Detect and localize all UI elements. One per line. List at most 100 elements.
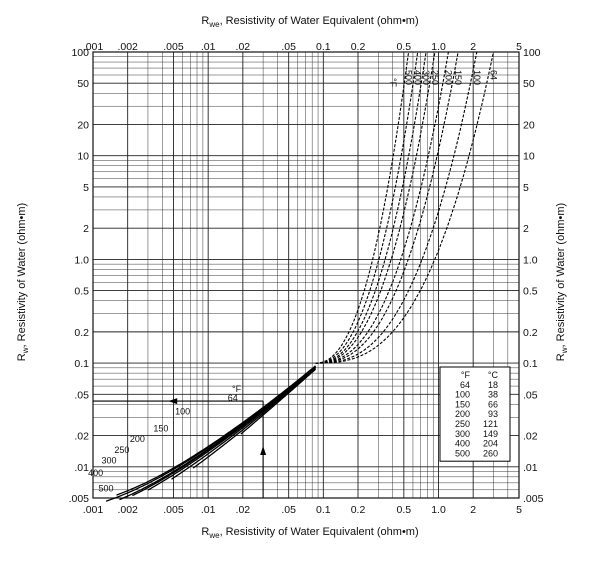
series-400-top-label: 400 xyxy=(413,70,423,85)
table-cell-c: 66 xyxy=(488,399,498,409)
table-cell-c: 121 xyxy=(483,419,498,429)
series-150-top-label: 150 xyxy=(453,70,463,85)
table-cell-c: 204 xyxy=(483,439,498,449)
y-tick-label-left: .02 xyxy=(74,431,89,443)
top-axis-label: Rwe, Resistivity of Water Equivalent (oh… xyxy=(201,15,418,29)
series-64-upper xyxy=(315,51,495,364)
table-cell-c: 260 xyxy=(483,448,498,458)
x-tick-label-top: .001 xyxy=(83,41,104,53)
tick-labels: .001 .001 .002 .002 .005 .005 .01 .01 .02 .02 .05.… xyxy=(69,41,544,516)
y-tick-label-right: 20 xyxy=(523,119,535,131)
x-tick-label-bottom: 2 xyxy=(470,504,476,516)
x-tick-label-bottom: .005 xyxy=(163,504,184,516)
y-tick-label-left: 100 xyxy=(71,47,89,59)
series-300-label: 300 xyxy=(102,455,117,465)
series-250-upper xyxy=(315,51,436,364)
x-tick-label-top: 0.5 xyxy=(397,41,412,53)
series-200-top-label: 200 xyxy=(443,70,453,85)
x-tick-label-bottom: 0.5 xyxy=(397,504,412,516)
x-tick-label-bottom: 0.1 xyxy=(316,504,331,516)
series-100-upper xyxy=(315,51,478,364)
series-100-line xyxy=(192,368,316,469)
y-tick-label-left: 0.2 xyxy=(74,327,89,339)
temperature-curves xyxy=(105,51,495,502)
table-cell-c: 18 xyxy=(488,380,498,390)
table-cell-c: 149 xyxy=(483,429,498,439)
table-header-c: °C xyxy=(488,370,499,380)
series-500-label: 500 xyxy=(98,483,113,493)
series-250-top-label: 250 xyxy=(430,70,440,85)
table-cell-f: 500 xyxy=(455,448,470,458)
temperature-table-box xyxy=(439,366,511,462)
series-100-top-label: 100 xyxy=(472,70,482,85)
y-tick-label-left: 1.0 xyxy=(74,254,89,266)
horizontal-arrowhead xyxy=(168,398,178,405)
y-tick-label-left: 10 xyxy=(77,151,89,163)
y-tick-label-right: 0.2 xyxy=(523,327,538,339)
y-tick-label-left: 20 xyxy=(77,119,89,131)
y-tick-label-right: .02 xyxy=(523,431,538,443)
bottom-axis-label: Rwe, Resistivity of Water Equivalent (oh… xyxy=(201,526,418,540)
x-tick-label-top: .02 xyxy=(236,41,251,53)
series-500-upper xyxy=(315,51,410,364)
x-tick-label-top: 0.2 xyxy=(351,41,366,53)
table-cell-f: 250 xyxy=(455,419,470,429)
table-cell-f: 400 xyxy=(455,439,470,449)
plot-frame xyxy=(92,51,520,499)
table-cell-f: 200 xyxy=(455,409,470,419)
table-cell-f: 300 xyxy=(455,429,470,439)
x-tick-label-bottom: 5 xyxy=(516,504,522,516)
x-tick-label-bottom: .01 xyxy=(201,504,216,516)
x-tick-label-top: .01 xyxy=(201,41,216,53)
x-tick-label-bottom: .001 xyxy=(83,504,104,516)
y-tick-label-left: 0.1 xyxy=(74,358,89,370)
x-tick-label-top: .002 xyxy=(117,41,138,53)
series-250-label: 250 xyxy=(114,445,129,455)
table-cell-c: 38 xyxy=(488,390,498,400)
degree-label-top: °F xyxy=(388,78,398,88)
x-tick-label-top: 2 xyxy=(470,41,476,53)
series-400-upper xyxy=(315,51,419,364)
x-tick-label-bottom: .002 xyxy=(117,504,138,516)
series-300-line xyxy=(119,366,316,501)
curve-labels: 6464100100150150200200250250300300400400… xyxy=(88,70,498,493)
series-300-upper xyxy=(315,51,427,364)
vertical-arrowhead xyxy=(260,445,267,455)
plot-border xyxy=(92,51,520,499)
y-tick-label-right: 0.5 xyxy=(523,286,538,298)
x-tick-label-top: 5 xyxy=(516,41,522,53)
y-tick-label-right: 1.0 xyxy=(523,254,538,266)
y-tick-label-left: .01 xyxy=(74,462,89,474)
x-tick-label-top: 0.1 xyxy=(316,41,331,53)
x-tick-label-top: 1.0 xyxy=(431,41,446,53)
y-tick-label-right: .01 xyxy=(523,462,538,474)
series-64-top-label: 64 xyxy=(488,70,498,80)
y-tick-label-left: 2 xyxy=(83,223,89,235)
series-150-upper xyxy=(315,51,459,364)
series-200-upper xyxy=(315,51,449,364)
series-100-label: 100 xyxy=(175,407,190,417)
x-tick-label-bottom: 0.2 xyxy=(351,504,366,516)
y-tick-label-left: .005 xyxy=(69,493,90,505)
table-cell-f: 100 xyxy=(455,390,470,400)
left-axis-label: Rw, Resistivity of Water (ohm•m) xyxy=(16,203,30,361)
y-tick-label-right: 0.1 xyxy=(523,358,538,370)
table-cell-f: 150 xyxy=(455,399,470,409)
y-tick-label-left: 0.5 xyxy=(74,286,89,298)
series-150-label: 150 xyxy=(153,423,168,433)
series-64-line xyxy=(240,368,316,435)
x-tick-label-bottom: .05 xyxy=(281,504,296,516)
series-500-top-label: 500 xyxy=(404,70,414,85)
y-tick-label-right: 5 xyxy=(523,182,529,194)
series-64-label: 64 xyxy=(228,393,238,403)
series-400-label: 400 xyxy=(88,468,103,478)
series-200-label: 200 xyxy=(130,434,145,444)
y-tick-label-right: 50 xyxy=(523,78,535,90)
x-tick-label-top: .005 xyxy=(163,41,184,53)
y-tick-label-right: 2 xyxy=(523,223,529,235)
y-tick-label-right: .05 xyxy=(523,389,538,401)
y-tick-label-left: 50 xyxy=(77,78,89,90)
table-cell-c: 93 xyxy=(488,409,498,419)
right-axis-label: Rw, Resistivity of Water (ohm•m) xyxy=(555,203,569,361)
